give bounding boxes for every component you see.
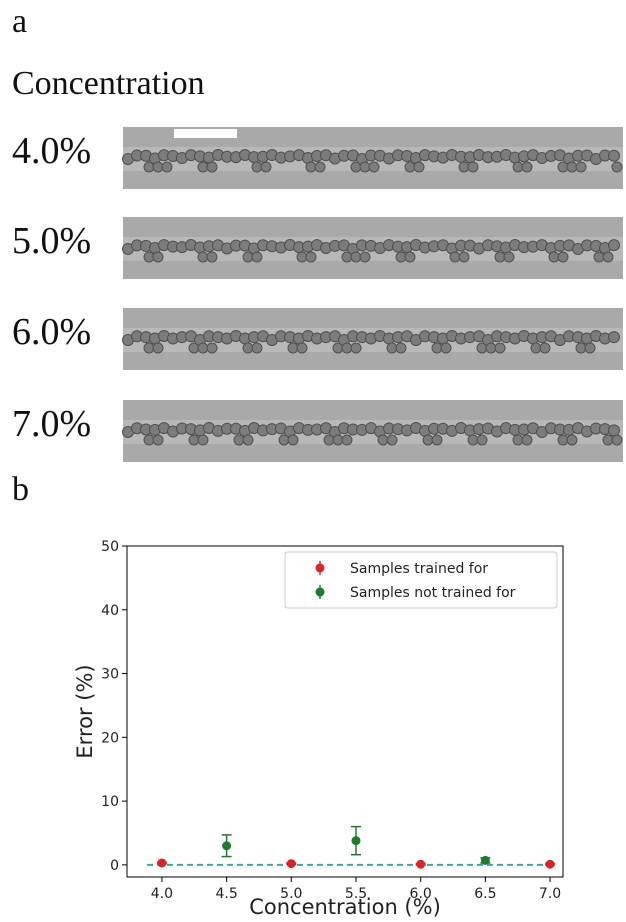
droplet	[351, 343, 361, 353]
y-tick-label: 10	[101, 794, 119, 810]
droplet	[567, 435, 577, 445]
row-label: 7.0%	[12, 403, 91, 445]
y-tick-label: 40	[101, 603, 119, 619]
droplet	[360, 252, 370, 262]
droplet	[342, 435, 352, 445]
point	[222, 841, 231, 850]
y-axis-label: Error (%)	[73, 664, 97, 758]
droplet	[153, 435, 163, 445]
page: {"panel_a": {"label": "a", "heading": "C…	[0, 0, 626, 922]
droplet	[612, 435, 622, 445]
legend-label: Samples trained for	[350, 561, 488, 577]
panel-label: b	[12, 471, 29, 508]
droplet	[297, 343, 307, 353]
droplet	[387, 435, 397, 445]
droplet	[207, 343, 217, 353]
droplet	[495, 343, 505, 353]
droplet	[198, 435, 208, 445]
droplet	[261, 162, 271, 172]
droplet	[162, 162, 172, 172]
droplet	[369, 162, 379, 172]
legend-swatch	[316, 588, 325, 597]
droplet	[207, 252, 217, 262]
x-axis-label: Concentration (%)	[249, 895, 441, 919]
row-label: 4.0%	[12, 130, 91, 172]
y-tick-label: 30	[101, 667, 119, 683]
point	[157, 858, 166, 867]
row-label: 6.0%	[12, 311, 91, 353]
droplet	[306, 252, 316, 262]
droplet	[414, 162, 424, 172]
point	[287, 859, 296, 868]
droplet	[609, 150, 620, 161]
point	[416, 860, 425, 869]
droplet	[207, 162, 217, 172]
y-tick-label: 20	[101, 730, 119, 746]
droplet	[252, 343, 262, 353]
droplet	[522, 435, 532, 445]
droplet	[609, 332, 620, 343]
droplet	[441, 343, 451, 353]
x-tick-label: 7.0	[539, 886, 561, 902]
droplet	[288, 435, 298, 445]
figure: a Concentration b 4.0% 5.0% 6.0% 7.0% 0 10 20…	[0, 0, 626, 922]
droplet	[603, 252, 613, 262]
y-tick-label: 50	[101, 539, 119, 555]
scale-bar	[174, 129, 237, 138]
droplet	[609, 240, 620, 251]
row-label: 5.0%	[12, 220, 91, 262]
y-tick-label: 0	[110, 858, 119, 874]
droplet	[153, 252, 163, 262]
droplet	[504, 252, 514, 262]
panel-label: a	[12, 3, 27, 40]
droplet	[585, 343, 595, 353]
x-tick-label: 4.0	[151, 886, 173, 902]
droplet	[609, 425, 620, 436]
droplet	[558, 252, 568, 262]
droplet	[432, 435, 442, 445]
droplet	[243, 435, 253, 445]
droplet	[405, 252, 415, 262]
point	[481, 856, 490, 865]
legend-label: Samples not trained for	[350, 585, 516, 601]
x-tick-label: 6.5	[474, 886, 496, 902]
point	[546, 860, 555, 869]
point	[351, 836, 360, 845]
droplet	[468, 162, 478, 172]
droplet	[576, 162, 586, 172]
droplet	[315, 162, 325, 172]
droplet	[252, 252, 262, 262]
droplet	[612, 162, 622, 172]
heading: Concentration	[12, 65, 205, 102]
droplet	[153, 343, 163, 353]
droplet	[396, 343, 406, 353]
droplet	[522, 162, 532, 172]
image-strips: 4.0% 5.0% 6.0% 7.0%	[12, 127, 623, 462]
droplet	[540, 343, 550, 353]
droplet	[477, 435, 487, 445]
droplet	[459, 252, 469, 262]
legend-swatch	[316, 564, 325, 573]
x-tick-label: 4.5	[215, 886, 237, 902]
